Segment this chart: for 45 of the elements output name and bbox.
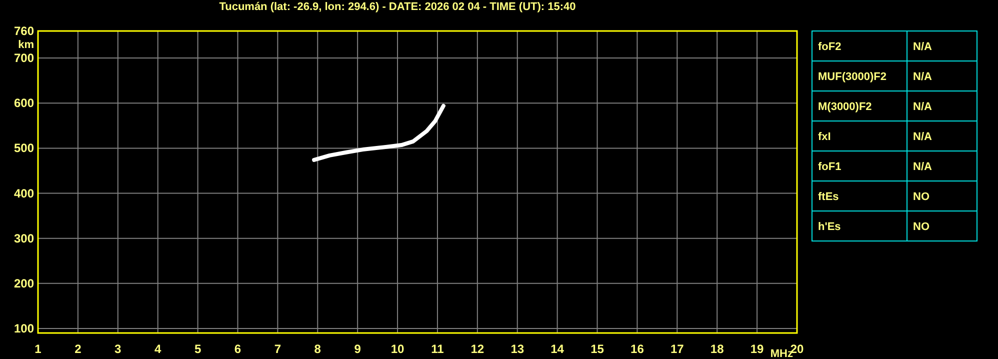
text: N/A (913, 131, 932, 143)
text: foF2 (818, 41, 842, 53)
chart-title: Tucumán (lat: -26.9, lon: 294.6) - DATE: 2026 02 04 - TIME (UT): 15:40 (219, 1, 576, 13)
y-tick-label: 700 (14, 51, 34, 66)
text: fxI (818, 131, 831, 143)
x-tick-label: 6 (234, 342, 242, 356)
text: ftEs (818, 191, 839, 203)
text: N/A (913, 161, 932, 173)
y-tick-label: 500 (14, 141, 34, 156)
x-tick-label: 14 (550, 342, 564, 356)
x-tick-label: 7 (274, 342, 282, 356)
x-tick-label: 13 (510, 342, 524, 356)
y-tick-label: 300 (14, 231, 34, 246)
x-tick-label: 4 (154, 342, 162, 356)
text: foF1 (818, 161, 842, 173)
x-tick-label: 3 (114, 342, 122, 356)
x-tick-label: 18 (710, 342, 724, 356)
y-axis-title: km (18, 39, 34, 51)
x-axis-title: MHz (770, 348, 794, 359)
y-tick-label: 400 (14, 186, 34, 200)
y-tick-label: 600 (14, 96, 34, 110)
x-tick-label: 12 (470, 342, 484, 356)
line-series (312, 104, 446, 162)
x-tick-label: 16 (630, 342, 644, 356)
y-tick-label: 100 (14, 321, 34, 336)
text: NO (913, 191, 930, 203)
y-tick-label: 200 (14, 276, 34, 290)
x-tick-label: 2 (74, 342, 82, 356)
text: M(3000)F2 (818, 101, 872, 113)
x-tick-label: 17 (670, 342, 684, 356)
x-tick-label: 11 (431, 342, 444, 356)
x-tick-label: 1 (34, 342, 42, 356)
text: N/A (913, 41, 932, 53)
text: NO (913, 221, 930, 233)
text: N/A (913, 71, 932, 83)
x-tick-label: 15 (590, 342, 604, 356)
x-tick-label: 8 (314, 342, 322, 356)
x-tick-label: 19 (750, 342, 764, 356)
x-tick-label: 9 (354, 342, 362, 356)
text: h'Es (818, 221, 841, 233)
x-tick-label: 10 (390, 342, 405, 356)
y-tick-label: 760 (14, 24, 34, 38)
text: N/A (913, 101, 932, 113)
x-tick-label: 5 (194, 342, 202, 356)
text: MUF(3000)F2 (818, 71, 886, 83)
